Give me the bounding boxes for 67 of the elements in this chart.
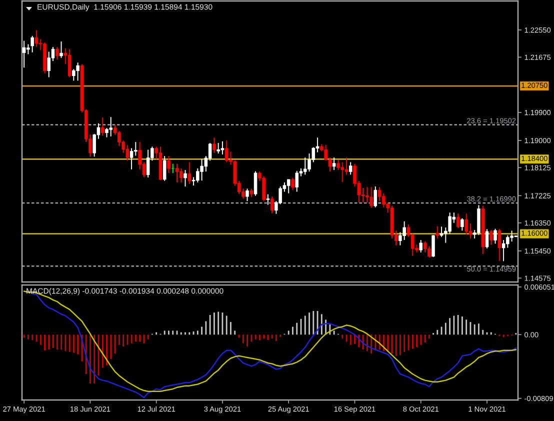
candlestick	[477, 204, 480, 236]
candlestick	[130, 148, 134, 170]
candlestick	[440, 226, 444, 238]
candlestick	[34, 30, 38, 48]
candlestick	[100, 116, 104, 136]
candlestick	[366, 186, 369, 204]
candlestick	[196, 168, 200, 183]
candlestick	[266, 194, 270, 206]
candlestick	[72, 68, 76, 82]
candlestick	[336, 159, 340, 170]
candlestick	[402, 220, 406, 240]
candlestick	[291, 177, 294, 191]
candlestick	[464, 213, 468, 236]
candlestick	[126, 144, 130, 162]
candlestick	[254, 170, 258, 196]
candlestick	[340, 162, 344, 183]
candlestick	[175, 163, 179, 183]
candlestick	[118, 130, 121, 146]
candlestick	[22, 40, 26, 68]
candlestick	[180, 168, 183, 183]
candlestick	[494, 228, 497, 244]
candlestick	[332, 157, 336, 170]
candlestick	[456, 213, 460, 229]
candlestick	[76, 62, 80, 82]
candlestick	[162, 155, 166, 182]
candlestick	[26, 44, 30, 55]
candlestick	[498, 228, 502, 262]
candlestick	[188, 162, 192, 184]
candlestick	[184, 169, 187, 187]
candlestick	[448, 212, 452, 234]
candlestick	[428, 246, 431, 258]
candlestick	[212, 137, 216, 154]
candlestick	[105, 127, 108, 138]
candlestick	[370, 186, 373, 208]
candlestick	[490, 230, 493, 246]
candlestick	[68, 48, 72, 78]
candlestick	[344, 157, 348, 176]
candlestick	[220, 140, 224, 155]
candlestick	[146, 149, 150, 178]
candlestick	[382, 192, 386, 208]
candlestick	[374, 186, 378, 208]
candlestick	[109, 116, 112, 137]
candlestick	[167, 155, 170, 174]
candlestick	[270, 196, 274, 214]
candlestick	[246, 188, 249, 202]
candlestick	[502, 240, 506, 262]
candlestick	[134, 141, 138, 156]
candlestick	[56, 46, 59, 60]
candlestick	[295, 170, 298, 192]
candlestick	[286, 178, 290, 194]
candlestick	[378, 186, 382, 202]
candlestick	[460, 218, 464, 232]
candlestick	[485, 228, 489, 249]
candlestick	[200, 158, 204, 182]
candlestick	[262, 176, 266, 202]
candlestick	[304, 157, 307, 176]
candlestick	[216, 142, 220, 154]
candlestick	[419, 240, 422, 253]
candlestick	[30, 35, 34, 53]
candlestick	[432, 234, 435, 258]
candlestick	[47, 51, 50, 78]
candlestick	[224, 140, 228, 163]
candlestick	[60, 40, 63, 58]
candlestick	[506, 234, 510, 248]
candlestick	[510, 230, 514, 242]
candlestick	[348, 162, 352, 176]
candlestick	[423, 241, 427, 253]
